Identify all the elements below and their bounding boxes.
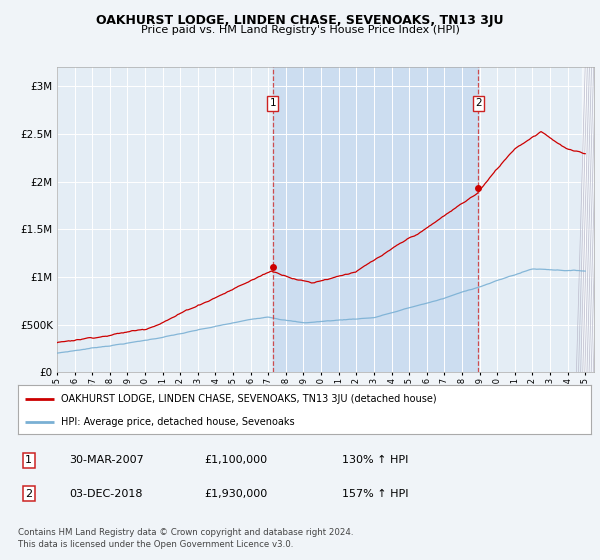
Text: OAKHURST LODGE, LINDEN CHASE, SEVENOAKS, TN13 3JU: OAKHURST LODGE, LINDEN CHASE, SEVENOAKS,… — [96, 14, 504, 27]
Text: £1,930,000: £1,930,000 — [204, 489, 267, 499]
Text: 03-DEC-2018: 03-DEC-2018 — [69, 489, 143, 499]
Text: 2: 2 — [25, 489, 32, 499]
Text: £1,100,000: £1,100,000 — [204, 455, 267, 465]
Text: 157% ↑ HPI: 157% ↑ HPI — [342, 489, 409, 499]
Text: 130% ↑ HPI: 130% ↑ HPI — [342, 455, 409, 465]
Bar — [272, 67, 478, 372]
Text: 1: 1 — [25, 455, 32, 465]
Bar — [582, 67, 594, 372]
Text: HPI: Average price, detached house, Sevenoaks: HPI: Average price, detached house, Seve… — [61, 417, 295, 427]
Text: OAKHURST LODGE, LINDEN CHASE, SEVENOAKS, TN13 3JU (detached house): OAKHURST LODGE, LINDEN CHASE, SEVENOAKS,… — [61, 394, 437, 404]
Text: 2: 2 — [475, 99, 481, 109]
Text: 30-MAR-2007: 30-MAR-2007 — [69, 455, 144, 465]
Text: 1: 1 — [269, 99, 276, 109]
Text: Contains HM Land Registry data © Crown copyright and database right 2024.
This d: Contains HM Land Registry data © Crown c… — [18, 528, 353, 549]
Text: Price paid vs. HM Land Registry's House Price Index (HPI): Price paid vs. HM Land Registry's House … — [140, 25, 460, 35]
